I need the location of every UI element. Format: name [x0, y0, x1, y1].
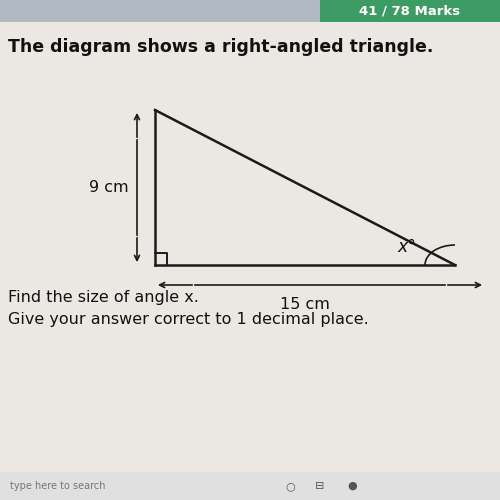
- Text: Find the size of angle x.: Find the size of angle x.: [8, 290, 199, 305]
- Bar: [320, 0, 500, 22]
- Text: The diagram shows a right-angled triangle.: The diagram shows a right-angled triangl…: [8, 38, 434, 56]
- Bar: [0, 0, 320, 22]
- Text: 41 / 78 Marks: 41 / 78 Marks: [360, 4, 460, 18]
- Text: 15 cm: 15 cm: [280, 297, 330, 312]
- Text: ⊟: ⊟: [316, 481, 324, 491]
- Text: type here to search: type here to search: [10, 481, 106, 491]
- Text: Give your answer correct to 1 decimal place.: Give your answer correct to 1 decimal pl…: [8, 312, 369, 327]
- Text: ●: ●: [347, 481, 357, 491]
- Text: x°: x°: [398, 238, 416, 256]
- Text: ○: ○: [285, 481, 295, 491]
- Bar: [0, 472, 500, 500]
- Text: 9 cm: 9 cm: [90, 180, 129, 195]
